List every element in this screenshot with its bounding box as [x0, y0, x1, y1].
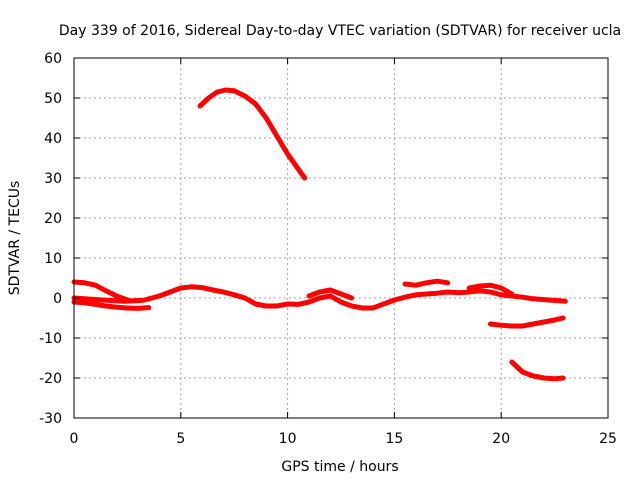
x-tick-label: 25 [599, 431, 617, 447]
y-axis-label: SDTVAR / TECUs [7, 181, 23, 296]
series-arc-early-mid [71, 295, 145, 304]
series-arc-late-bump [466, 282, 515, 297]
series-arc-late [391, 288, 568, 304]
x-axis-label: GPS time / hours [281, 459, 398, 475]
x-tick-label: 10 [279, 431, 297, 447]
x-tick-label: 15 [385, 431, 403, 447]
y-tick-label: 40 [44, 131, 62, 147]
grid [74, 58, 608, 418]
series-arc-neg-mid [488, 315, 566, 329]
y-tick-label: 20 [44, 211, 62, 227]
x-tick-label: 5 [176, 431, 185, 447]
series-arc-early-low [71, 299, 152, 311]
y-tick-label: 0 [53, 291, 62, 307]
chart-title: Day 339 of 2016, Sidereal Day-to-day VTE… [59, 23, 621, 39]
y-tick-label: 30 [44, 171, 62, 187]
series-arc-neg-low [509, 359, 566, 382]
y-tick-label: 50 [44, 91, 62, 107]
y-tick-label: -10 [39, 331, 62, 347]
series-arc-start-high [71, 279, 130, 303]
x-tick-label: 20 [492, 431, 510, 447]
plot-frame [73, 57, 609, 419]
x-tick-label: 0 [70, 431, 79, 447]
series-layer [71, 87, 568, 382]
y-tick-label: -20 [39, 371, 62, 387]
tick-labels: 0 5 10 15 20 25 -30 -20 -10 0 10 20 30 40 50 60 [39, 51, 617, 447]
y-tick-label: 10 [44, 251, 62, 267]
series-arc-high [197, 87, 308, 181]
y-tick-label: -30 [39, 411, 62, 427]
y-tick-label: 60 [44, 51, 62, 67]
series-arc-mid-extra [306, 287, 355, 301]
series-arc-late-upper [402, 278, 451, 288]
series-arc-main [142, 284, 397, 311]
